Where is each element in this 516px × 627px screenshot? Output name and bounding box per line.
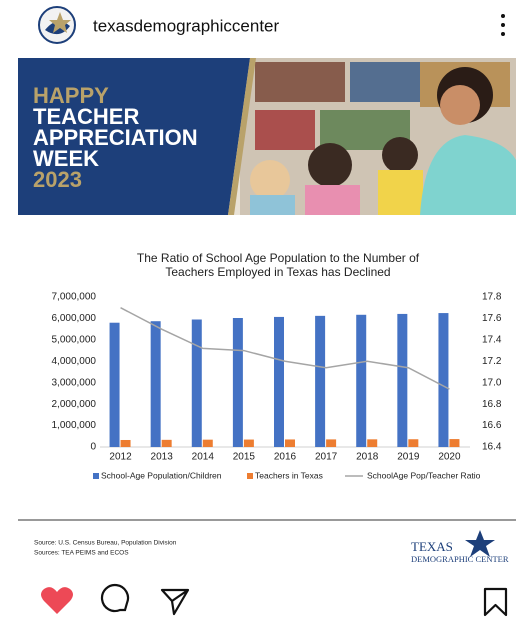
bar	[203, 440, 213, 447]
y2-tick-label: 16.8	[482, 399, 502, 410]
y-tick-label: 2,000,000	[52, 399, 97, 410]
banner-line: 2023	[33, 167, 82, 192]
y-tick-label: 4,000,000	[52, 356, 97, 367]
y-tick-label: 3,000,000	[52, 377, 97, 388]
x-tick-label: 2018	[356, 452, 379, 463]
bar	[121, 440, 131, 447]
bar	[315, 316, 325, 447]
y-tick-label: 7,000,000	[52, 292, 97, 303]
x-tick-label: 2019	[397, 452, 420, 463]
username[interactable]: texasdemographiccenter	[93, 16, 280, 35]
x-tick-label: 2016	[274, 452, 297, 463]
bar	[151, 321, 161, 447]
y-tick-label: 5,000,000	[52, 334, 97, 345]
avatar[interactable]	[39, 7, 75, 43]
source: Source: U.S. Census Bureau, Population D…	[34, 540, 177, 547]
x-tick-label: 2014	[192, 452, 215, 463]
y2-tick-label: 17.4	[482, 334, 502, 345]
y-tick-label: 0	[90, 442, 96, 453]
source: Sources: TEA PEIMS and ECOS	[34, 550, 129, 557]
bar	[192, 320, 202, 448]
logo-text: TEXAS	[411, 539, 453, 554]
y-tick-label: 1,000,000	[52, 420, 97, 431]
legend-swatch	[93, 473, 99, 479]
y2-tick-label: 16.6	[482, 420, 502, 431]
x-tick-label: 2012	[109, 452, 132, 463]
y2-tick-label: 17.8	[482, 292, 502, 303]
y-tick-label: 6,000,000	[52, 313, 97, 324]
legend-label: SchoolAge Pop/Teacher Ratio	[367, 470, 481, 480]
bar	[162, 440, 172, 447]
bar	[367, 439, 377, 447]
y2-tick-label: 17.0	[482, 377, 502, 388]
bar	[244, 440, 254, 447]
y2-tick-label: 17.6	[482, 313, 502, 324]
bar	[449, 439, 459, 447]
more-menu[interactable]	[501, 14, 505, 36]
x-tick-label: 2020	[438, 452, 461, 463]
y2-tick-label: 17.2	[482, 356, 502, 367]
bar	[438, 313, 448, 447]
bar	[274, 317, 284, 447]
bar	[110, 323, 120, 447]
bar	[356, 315, 366, 447]
legend-label: Teachers in Texas	[255, 470, 323, 480]
bar	[233, 318, 243, 447]
chart-title: The Ratio of School Age Population to th…	[137, 251, 420, 279]
y2-tick-label: 16.4	[482, 442, 502, 453]
instagram-post: texasdemographiccenter HAPPYTEACHERAPPRE…	[0, 0, 516, 627]
legend-label: School-Age Population/Children	[101, 470, 222, 480]
bar	[397, 314, 407, 447]
legend-swatch	[247, 473, 253, 479]
x-tick-label: 2013	[151, 452, 174, 463]
bar	[408, 439, 418, 447]
bar	[326, 439, 336, 447]
x-tick-label: 2017	[315, 452, 338, 463]
bar	[285, 439, 295, 447]
x-tick-label: 2015	[233, 452, 256, 463]
logo-text: DEMOGRAPHIC CENTER	[411, 554, 509, 564]
